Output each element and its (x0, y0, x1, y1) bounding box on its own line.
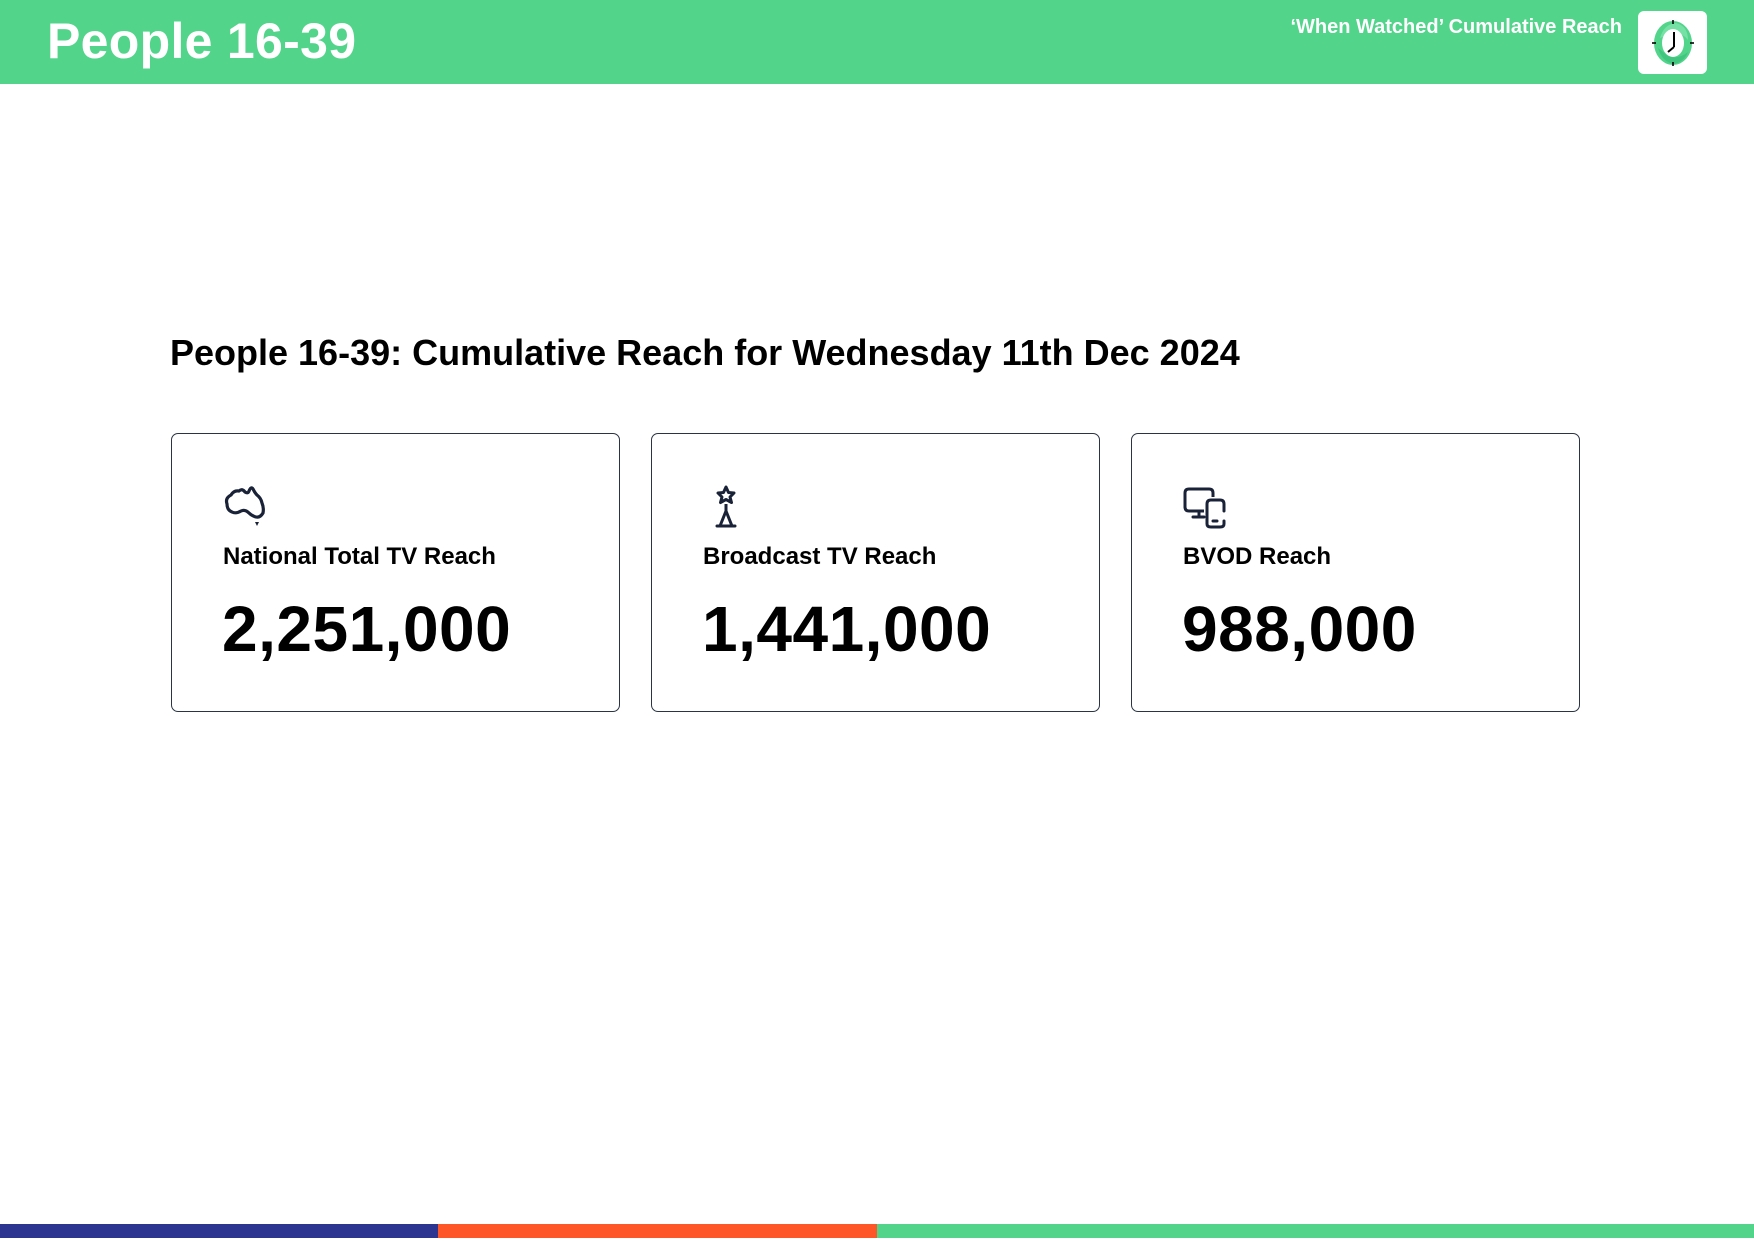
card-label: National Total TV Reach (223, 543, 496, 570)
australia-map-icon (224, 486, 265, 526)
card-value: 2,251,000 (222, 593, 512, 665)
footer-color-bar (0, 1224, 1754, 1238)
header-bar: People 16-39 ‘When Watched’ Cumulative R… (0, 0, 1754, 84)
clock-tile (1638, 11, 1707, 74)
footer-bar-green (877, 1224, 1754, 1238)
card-value: 988,000 (1182, 593, 1417, 665)
broadcast-tv-reach-card: Broadcast TV Reach 1,441,000 (651, 433, 1100, 712)
broadcast-tower-icon (715, 485, 737, 528)
card-value: 1,441,000 (702, 593, 992, 665)
national-total-tv-reach-card: National Total TV Reach 2,251,000 (171, 433, 620, 712)
header-subtitle: ‘When Watched’ Cumulative Reach (1290, 16, 1622, 38)
devices-icon (1183, 487, 1226, 529)
footer-bar-navy (0, 1224, 438, 1238)
card-label: BVOD Reach (1183, 543, 1332, 570)
clock-icon (1651, 19, 1694, 66)
header-title: People 16-39 (47, 13, 357, 69)
page-heading: People 16-39: Cumulative Reach for Wedne… (170, 332, 1240, 373)
bvod-reach-card: BVOD Reach 988,000 (1131, 433, 1580, 712)
footer-bar-orange (438, 1224, 877, 1238)
card-label: Broadcast TV Reach (703, 543, 937, 570)
